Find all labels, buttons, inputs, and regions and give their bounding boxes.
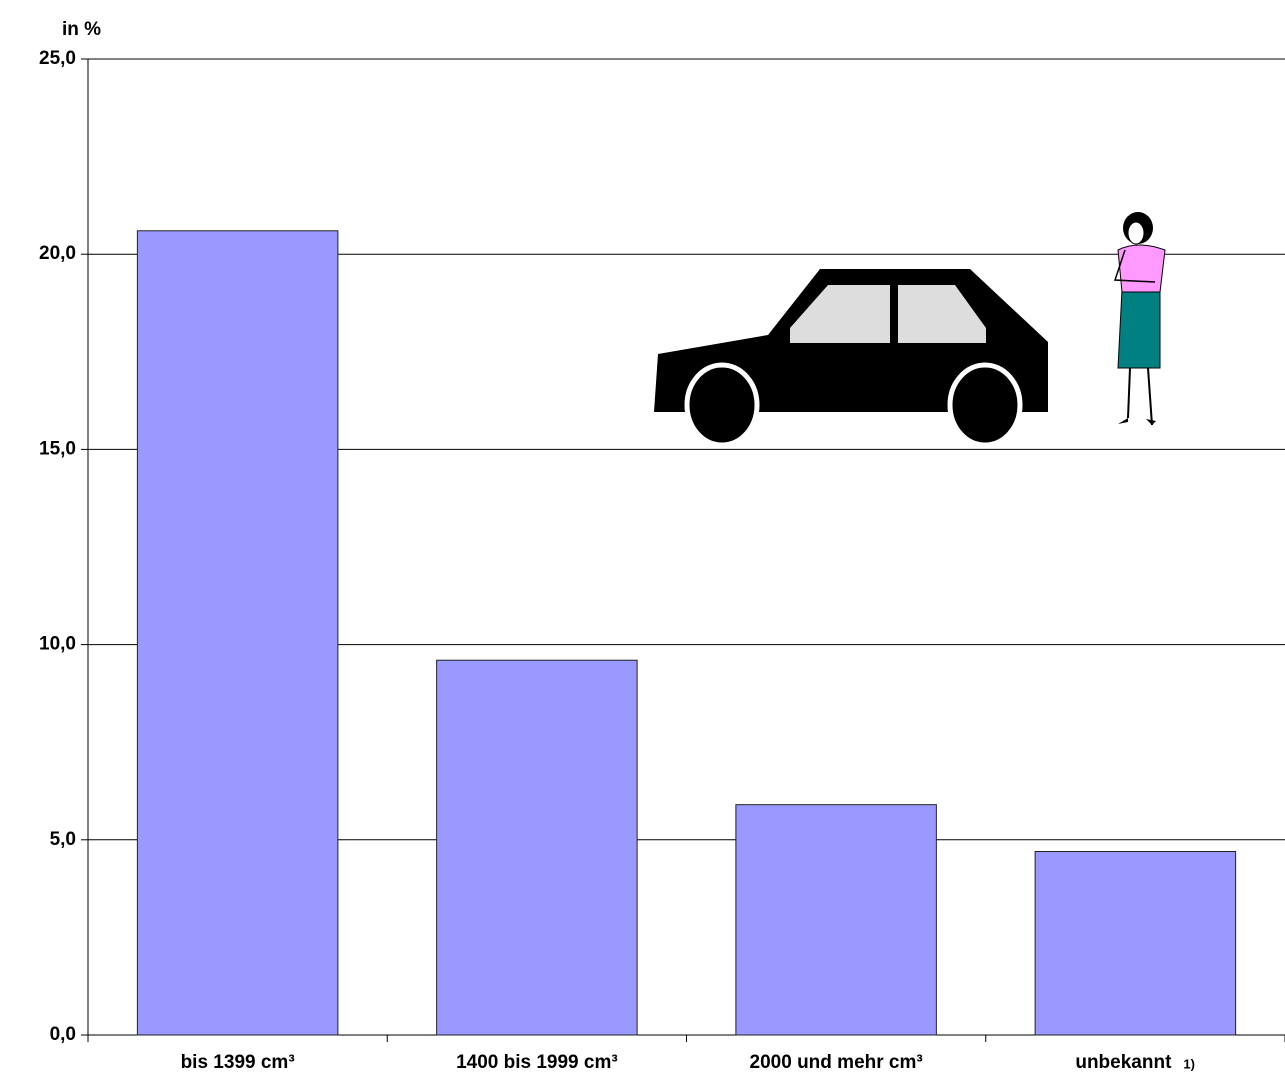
x-tick-label: bis 1399 cm³: [181, 1052, 295, 1073]
woman-illustration: [1113, 212, 1166, 426]
bar: [136, 230, 339, 1036]
y-tick-label: 10,0: [39, 634, 76, 655]
x-tick-label: 2000 und mehr cm³: [750, 1052, 923, 1073]
footnote-mark: 1): [1183, 1056, 1195, 1071]
car-illustration: [654, 269, 1048, 448]
y-axis-label: in %: [62, 19, 101, 40]
y-tick-label: 15,0: [39, 438, 76, 459]
y-tick-label: 25,0: [39, 48, 76, 69]
bar: [735, 804, 937, 1036]
y-tick-label: 5,0: [50, 829, 76, 850]
x-tick-label: unbekannt: [1075, 1052, 1172, 1073]
y-tick-label: 20,0: [39, 243, 76, 264]
bar: [436, 659, 638, 1036]
y-tick-label: 0,0: [50, 1024, 76, 1045]
bar: [1034, 851, 1237, 1036]
x-tick-label: 1400 bis 1999 cm³: [456, 1052, 618, 1073]
